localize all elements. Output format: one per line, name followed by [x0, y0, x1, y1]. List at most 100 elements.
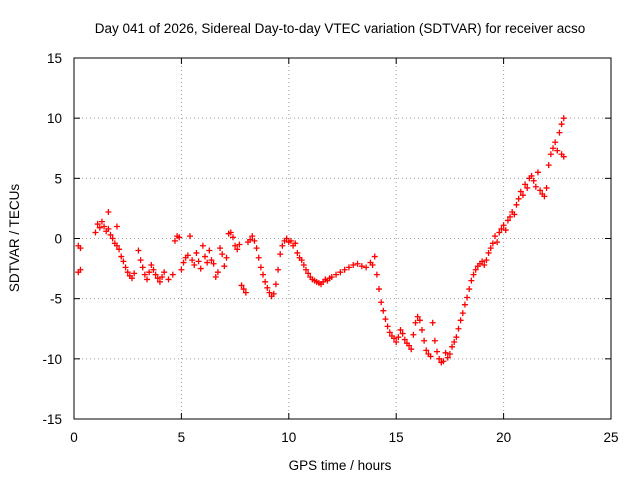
data-point	[137, 257, 144, 264]
data-point	[208, 257, 215, 264]
data-point	[204, 259, 211, 266]
data-point	[431, 337, 438, 344]
data-point	[105, 225, 112, 232]
y-tick-label: -15	[42, 412, 62, 427]
data-point	[427, 353, 434, 360]
data-point	[279, 242, 286, 249]
data-point	[436, 355, 443, 362]
data-point	[180, 259, 187, 266]
data-point	[384, 323, 391, 330]
data-point	[522, 181, 529, 188]
data-point	[238, 282, 245, 289]
data-point	[294, 249, 301, 256]
data-point	[242, 289, 249, 296]
data-point	[466, 286, 473, 293]
data-point	[410, 331, 417, 338]
y-tick-label: -5	[50, 292, 62, 307]
data-point	[492, 233, 499, 240]
data-point	[116, 246, 123, 253]
x-tick-label: 10	[281, 430, 296, 445]
y-tick-label: 5	[54, 171, 62, 186]
data-point	[197, 265, 204, 272]
x-tick-label: 15	[389, 430, 404, 445]
data-point	[184, 252, 191, 259]
data-point	[206, 247, 213, 254]
data-point	[543, 184, 550, 191]
data-point	[350, 261, 357, 268]
data-point	[485, 249, 492, 256]
data-point	[150, 266, 157, 273]
data-point	[98, 218, 105, 225]
data-point	[358, 263, 365, 270]
data-point	[414, 313, 421, 320]
data-point	[135, 247, 142, 254]
data-point	[257, 264, 264, 271]
data-point	[189, 257, 196, 264]
data-point	[434, 348, 441, 355]
data-point	[109, 235, 116, 242]
data-point	[300, 261, 307, 268]
data-point	[122, 264, 129, 271]
data-point	[504, 217, 511, 224]
data-point	[262, 278, 269, 285]
data-point	[507, 213, 514, 220]
data-point	[275, 266, 282, 273]
y-tick-label: 0	[54, 232, 62, 247]
data-point	[249, 233, 256, 240]
data-point	[141, 271, 148, 278]
data-point	[337, 269, 344, 276]
data-point	[229, 234, 236, 241]
data-point	[178, 266, 185, 273]
data-point	[401, 336, 408, 343]
data-point	[537, 187, 544, 194]
data-point	[154, 275, 161, 282]
data-point	[511, 211, 518, 218]
data-point	[515, 195, 522, 202]
data-point	[530, 177, 537, 184]
data-point	[107, 231, 114, 238]
data-point	[105, 209, 112, 216]
data-point	[287, 237, 294, 244]
data-point	[502, 227, 509, 234]
data-point	[449, 343, 456, 350]
data-point	[77, 266, 84, 273]
x-tick-label: 5	[178, 430, 186, 445]
data-point	[292, 240, 299, 247]
data-point	[517, 188, 524, 195]
data-point	[113, 242, 120, 249]
data-point	[113, 223, 120, 230]
data-point	[77, 245, 84, 252]
data-point	[481, 261, 488, 268]
data-point	[305, 270, 312, 277]
data-point	[255, 254, 262, 261]
data-point	[412, 319, 419, 326]
data-point	[144, 276, 151, 283]
y-tick-label: 10	[47, 111, 62, 126]
data-point	[498, 225, 505, 232]
data-point	[395, 334, 402, 341]
data-point	[156, 278, 163, 285]
data-point	[479, 258, 486, 265]
data-point	[554, 147, 561, 154]
data-point	[408, 346, 415, 353]
data-point	[92, 229, 99, 236]
data-point	[260, 271, 267, 278]
data-point	[223, 254, 230, 261]
data-point	[560, 115, 567, 122]
data-point	[382, 316, 389, 323]
data-point	[513, 201, 520, 208]
data-point	[266, 289, 273, 296]
data-point	[247, 236, 254, 243]
data-point	[558, 151, 565, 158]
data-point	[373, 271, 380, 278]
data-point	[393, 338, 400, 345]
data-point	[464, 294, 471, 301]
data-point	[165, 276, 172, 283]
data-point	[219, 251, 226, 258]
data-point	[446, 351, 453, 358]
data-point	[391, 335, 398, 342]
data-point	[500, 222, 507, 229]
data-point	[416, 317, 423, 324]
data-point	[472, 266, 479, 273]
